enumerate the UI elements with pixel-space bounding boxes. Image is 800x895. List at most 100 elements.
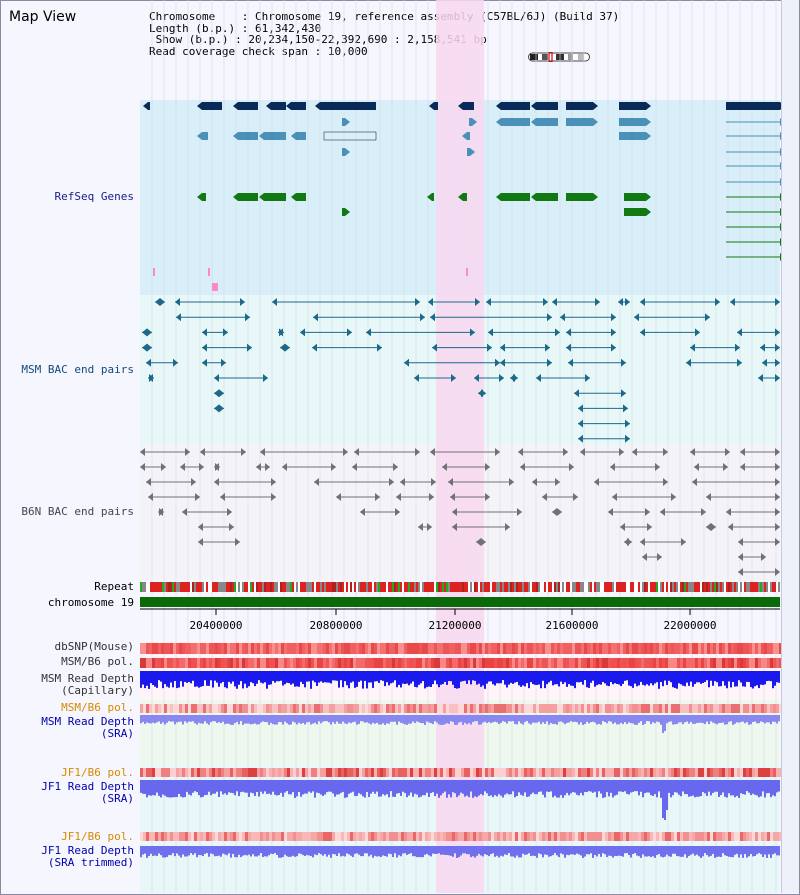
bac-end-marker bbox=[725, 448, 730, 456]
bac-end-marker bbox=[569, 463, 574, 471]
heatmap-cell bbox=[707, 658, 710, 668]
depth-bar bbox=[752, 780, 754, 794]
heatmap-cell bbox=[347, 643, 350, 654]
heatmap-cell bbox=[194, 658, 197, 668]
track-label-repeat[interactable]: Repeat bbox=[94, 580, 134, 593]
depth-bar bbox=[766, 780, 768, 794]
bac-end-marker bbox=[161, 463, 166, 471]
repeat-element bbox=[258, 582, 260, 592]
track-label-jf1-b6-pol-trimmed[interactable]: JF1/B6 pol. bbox=[61, 830, 134, 843]
heatmap-cell bbox=[590, 832, 593, 841]
page-title: Map View bbox=[9, 9, 77, 25]
depth-bar bbox=[370, 715, 372, 725]
heatmap-cell bbox=[632, 832, 635, 841]
heatmap-cell bbox=[398, 832, 401, 841]
heatmap-cell bbox=[665, 704, 668, 713]
heatmap-cell bbox=[287, 704, 290, 713]
depth-bar bbox=[238, 846, 240, 855]
repeat-element bbox=[624, 582, 626, 592]
depth-bar bbox=[756, 846, 758, 855]
refseq-genes-track[interactable] bbox=[143, 102, 785, 291]
depth-bar bbox=[160, 671, 162, 682]
depth-bar bbox=[392, 671, 394, 683]
depth-bar bbox=[706, 846, 708, 856]
heatmap-cell bbox=[761, 832, 764, 841]
depth-bar bbox=[296, 671, 298, 687]
heatmap-cell bbox=[170, 768, 173, 777]
track-label-dbsnp[interactable]: dbSNP(Mouse) bbox=[54, 640, 134, 653]
depth-bar bbox=[398, 671, 400, 685]
repeat-element bbox=[670, 582, 672, 592]
heatmap-cell bbox=[194, 832, 197, 841]
heatmap-cell bbox=[179, 832, 182, 841]
repeat-element bbox=[350, 582, 352, 592]
chromosome-ideogram[interactable] bbox=[528, 52, 590, 62]
track-label-msm-depth-capillary[interactable]: MSM Read Depth (Capillary) bbox=[10, 673, 134, 697]
depth-bar bbox=[566, 846, 568, 855]
repeat-element bbox=[292, 582, 294, 592]
bac-end-marker bbox=[517, 508, 522, 516]
track-label-b6n-bac[interactable]: B6N BAC end pairs bbox=[21, 505, 134, 518]
heatmap-tracks[interactable] bbox=[140, 643, 782, 841]
heatmap-cell bbox=[350, 643, 353, 654]
depth-bar bbox=[412, 846, 414, 857]
depth-bar bbox=[328, 846, 330, 855]
track-label-msm-depth-sra[interactable]: MSM Read Depth (SRA) bbox=[10, 716, 134, 740]
depth-bar bbox=[678, 780, 680, 795]
read-depth-tracks[interactable] bbox=[140, 671, 780, 858]
heatmap-cell bbox=[245, 658, 248, 668]
track-label-chromosome[interactable]: chromosome 19 bbox=[47, 596, 134, 609]
selected-region-highlight[interactable] bbox=[436, 0, 484, 893]
depth-bar bbox=[168, 846, 170, 856]
repeat-track[interactable] bbox=[140, 582, 780, 592]
gene-strand-arrow bbox=[197, 102, 202, 110]
track-label-msm-b6-pol[interactable]: MSM/B6 pol. bbox=[61, 655, 134, 668]
heatmap-cell bbox=[626, 768, 629, 777]
heatmap-cell bbox=[653, 704, 656, 713]
vertical-scrollbar[interactable] bbox=[781, 0, 799, 893]
depth-bar bbox=[486, 846, 488, 855]
depth-bar bbox=[288, 671, 290, 684]
b6n-bac-end-pairs-track[interactable] bbox=[140, 448, 780, 576]
heatmap-cell bbox=[206, 768, 209, 777]
msm-bac-end-pairs-track[interactable] bbox=[142, 298, 780, 443]
track-label-jf1-depth-trimmed[interactable]: JF1 Read Depth (SRA trimmed) bbox=[10, 845, 134, 869]
track-label-msm-b6-pol-sra[interactable]: MSM/B6 pol. bbox=[61, 701, 134, 714]
depth-bar bbox=[440, 846, 442, 855]
heatmap-cell bbox=[443, 704, 446, 713]
depth-bar bbox=[150, 780, 152, 796]
heatmap-cell bbox=[776, 658, 779, 668]
repeat-element bbox=[590, 582, 592, 592]
track-label-jf1-depth-sra[interactable]: JF1 Read Depth (SRA) bbox=[10, 781, 134, 805]
depth-bar bbox=[230, 715, 232, 725]
track-label-msm-bac[interactable]: MSM BAC end pairs bbox=[21, 363, 134, 376]
depth-bar bbox=[228, 715, 230, 724]
depth-bar bbox=[438, 715, 440, 725]
depth-bar bbox=[376, 780, 378, 792]
track-label-refseq[interactable]: RefSeq Genes bbox=[54, 190, 134, 203]
heatmap-cell bbox=[389, 658, 392, 668]
bac-end-marker bbox=[481, 389, 486, 398]
bac-end-marker bbox=[366, 328, 371, 337]
heatmap-cell bbox=[401, 704, 404, 713]
depth-bar bbox=[662, 715, 664, 733]
track-label-jf1-b6-pol[interactable]: JF1/B6 pol. bbox=[61, 766, 134, 779]
depth-bar bbox=[314, 671, 316, 683]
depth-bar bbox=[666, 671, 668, 685]
heatmap-cell bbox=[779, 704, 782, 713]
heatmap-cell bbox=[236, 768, 239, 777]
depth-bar bbox=[600, 846, 602, 857]
heatmap-cell bbox=[425, 643, 428, 654]
depth-bar bbox=[544, 671, 546, 689]
chromosome-bar[interactable] bbox=[140, 597, 780, 607]
heatmap-cell bbox=[251, 832, 254, 841]
repeat-element bbox=[552, 582, 554, 592]
depth-bar bbox=[158, 780, 160, 796]
depth-bar bbox=[574, 780, 576, 793]
depth-bar bbox=[442, 715, 444, 725]
depth-bar bbox=[174, 846, 176, 857]
repeat-element bbox=[530, 582, 532, 592]
gene-feature bbox=[153, 268, 155, 276]
heatmap-cell bbox=[242, 643, 245, 654]
